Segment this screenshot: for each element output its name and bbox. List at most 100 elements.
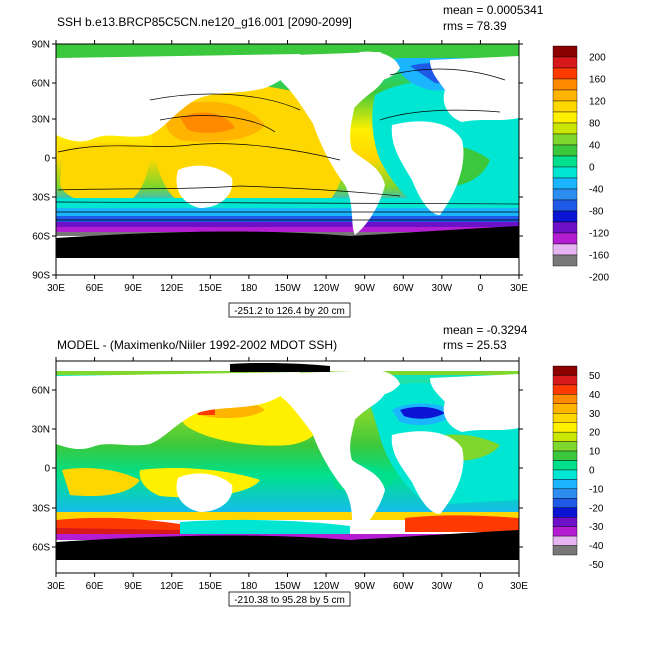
landmass-greenland-2	[353, 369, 400, 396]
colorbar-swatch	[552, 498, 578, 508]
colorbar-swatch	[552, 365, 578, 376]
colorbar-swatch	[552, 210, 578, 223]
colorbar-swatch	[552, 526, 578, 537]
lon-label: 90E	[124, 283, 142, 294]
colorbar-swatch	[552, 199, 578, 212]
colorbar-label: 30	[589, 409, 601, 420]
panel-1-title: SSH b.e13.BRCP85C5CN.ne120_g16.001 [2090…	[57, 15, 352, 29]
lon-label: 0	[478, 283, 484, 294]
colorbar-swatch	[552, 122, 578, 135]
colorbar-swatch	[552, 89, 578, 102]
landmass-eurasia	[56, 54, 300, 142]
panel-2-lon-axis: 30E 60E 90E 120E 150E 180 150W 120W 90W 60W 30W 0 30…	[47, 357, 528, 592]
colorbar-label: -50	[589, 560, 604, 571]
colorbar-label: -80	[589, 207, 604, 218]
lat-label: 90N	[32, 40, 50, 51]
colorbar-label: 200	[589, 53, 606, 64]
colorbar-label: 0	[589, 163, 595, 174]
colorbar-label: -30	[589, 522, 604, 533]
lon-label: 30E	[510, 581, 528, 592]
colorbar-swatch	[552, 488, 578, 499]
colorbar-label: -20	[589, 503, 604, 514]
colorbar-swatch	[552, 67, 578, 80]
panel-1-rms: rms = 78.39	[443, 19, 507, 33]
landmass-africa-2	[391, 431, 464, 514]
colorbar-swatch	[552, 460, 578, 471]
panel-2-map	[56, 361, 519, 573]
lon-label: 90W	[354, 581, 375, 592]
lat-label: 60S	[32, 232, 50, 243]
colorbar-swatch	[552, 431, 578, 442]
lat-label: 30N	[32, 115, 50, 126]
lon-label: 150E	[199, 283, 223, 294]
colorbar-label: 10	[589, 447, 601, 458]
lon-label: 90E	[124, 581, 142, 592]
panel-2-title: MODEL - (Maximenko/Niiler 1992-2002 MDOT…	[57, 338, 337, 352]
landmass-north-america-2	[265, 370, 389, 448]
colorbar-label: -160	[589, 251, 609, 262]
landmass-europe-2	[430, 374, 519, 432]
lat-label: 0	[44, 154, 50, 165]
colorbar-label: -10	[589, 484, 604, 495]
landmass-europe	[430, 56, 519, 122]
panel-2-colorbar: 50 40 30 20 10 0 -10 -20 -30 -40 -50	[552, 365, 604, 571]
panel-2-rms: rms = 25.53	[443, 338, 507, 352]
colorbar-swatch	[552, 100, 578, 113]
panel-model-minus-obs: MODEL - (Maximenko/Niiler 1992-2002 MDOT…	[32, 323, 604, 607]
panel-2-range-note: -210.38 to 95.28 by 5 cm	[234, 595, 345, 606]
colorbar-label: 20	[589, 428, 601, 439]
colorbar-swatch	[552, 177, 578, 190]
lat-label: 30S	[32, 504, 50, 515]
lon-label: 90W	[354, 283, 375, 294]
colorbar-swatch	[552, 221, 578, 234]
lon-label: 60E	[86, 581, 104, 592]
lon-label: 30E	[47, 283, 65, 294]
lon-label: 60W	[393, 283, 414, 294]
colorbar-swatch	[552, 441, 578, 452]
colorbar-label: -40	[589, 185, 604, 196]
colorbar-swatch	[552, 78, 578, 91]
colorbar-label: 0	[589, 465, 595, 476]
landmass-greenland	[353, 51, 400, 81]
colorbar-swatch	[552, 188, 578, 201]
colorbar-swatch	[552, 375, 578, 386]
colorbar-swatch	[552, 45, 578, 58]
colorbar-label: 40	[589, 390, 601, 401]
colorbar-label: -200	[589, 273, 609, 284]
colorbar-swatch	[552, 479, 578, 490]
colorbar-swatch	[552, 166, 578, 179]
lon-label: 180	[241, 283, 258, 294]
panel-1-contours	[56, 68, 519, 221]
panel-1-range-box	[228, 302, 351, 318]
landmass-australia	[176, 165, 233, 208]
colorbar-label: -40	[589, 541, 604, 552]
colorbar-swatch	[552, 254, 578, 267]
colorbar-swatch	[552, 507, 578, 518]
panel-1-colorbar: 200 160 120 80 40 0 -40 -80 -120 -160 -200	[552, 45, 609, 284]
lon-label: 120W	[313, 581, 340, 592]
colorbar-swatch	[552, 243, 578, 256]
colorbar-swatch	[552, 111, 578, 124]
lon-label: 60W	[393, 581, 414, 592]
colorbar-swatch	[552, 394, 578, 405]
lon-label: 120E	[160, 283, 184, 294]
lat-label: 60S	[32, 543, 50, 554]
lat-label: 60N	[32, 386, 50, 397]
lon-label: 30E	[47, 581, 65, 592]
colorbar-swatch	[552, 155, 578, 168]
colorbar-label: 50	[589, 371, 601, 382]
colorbar-label: 80	[589, 119, 601, 130]
colorbar-swatch	[552, 413, 578, 423]
colorbar-swatch	[552, 422, 578, 433]
colorbar-swatch	[552, 133, 578, 146]
lat-label: 0	[44, 464, 50, 475]
colorbar-swatch	[552, 535, 578, 546]
lon-label: 120E	[160, 581, 184, 592]
panel-1-lon-axis: 30E 60E 90E 120E 150E 180 150W 120W 90W 60W 30W 0 30…	[47, 40, 528, 294]
lon-label: 150E	[199, 581, 223, 592]
colorbar-swatch	[552, 469, 578, 480]
panel-2-mean: mean = -0.3294	[443, 323, 528, 337]
lat-label: 90S	[32, 271, 50, 282]
panel-1-lat-axis: 90N 60N 30N 0 30S 60S 90S	[32, 40, 523, 282]
